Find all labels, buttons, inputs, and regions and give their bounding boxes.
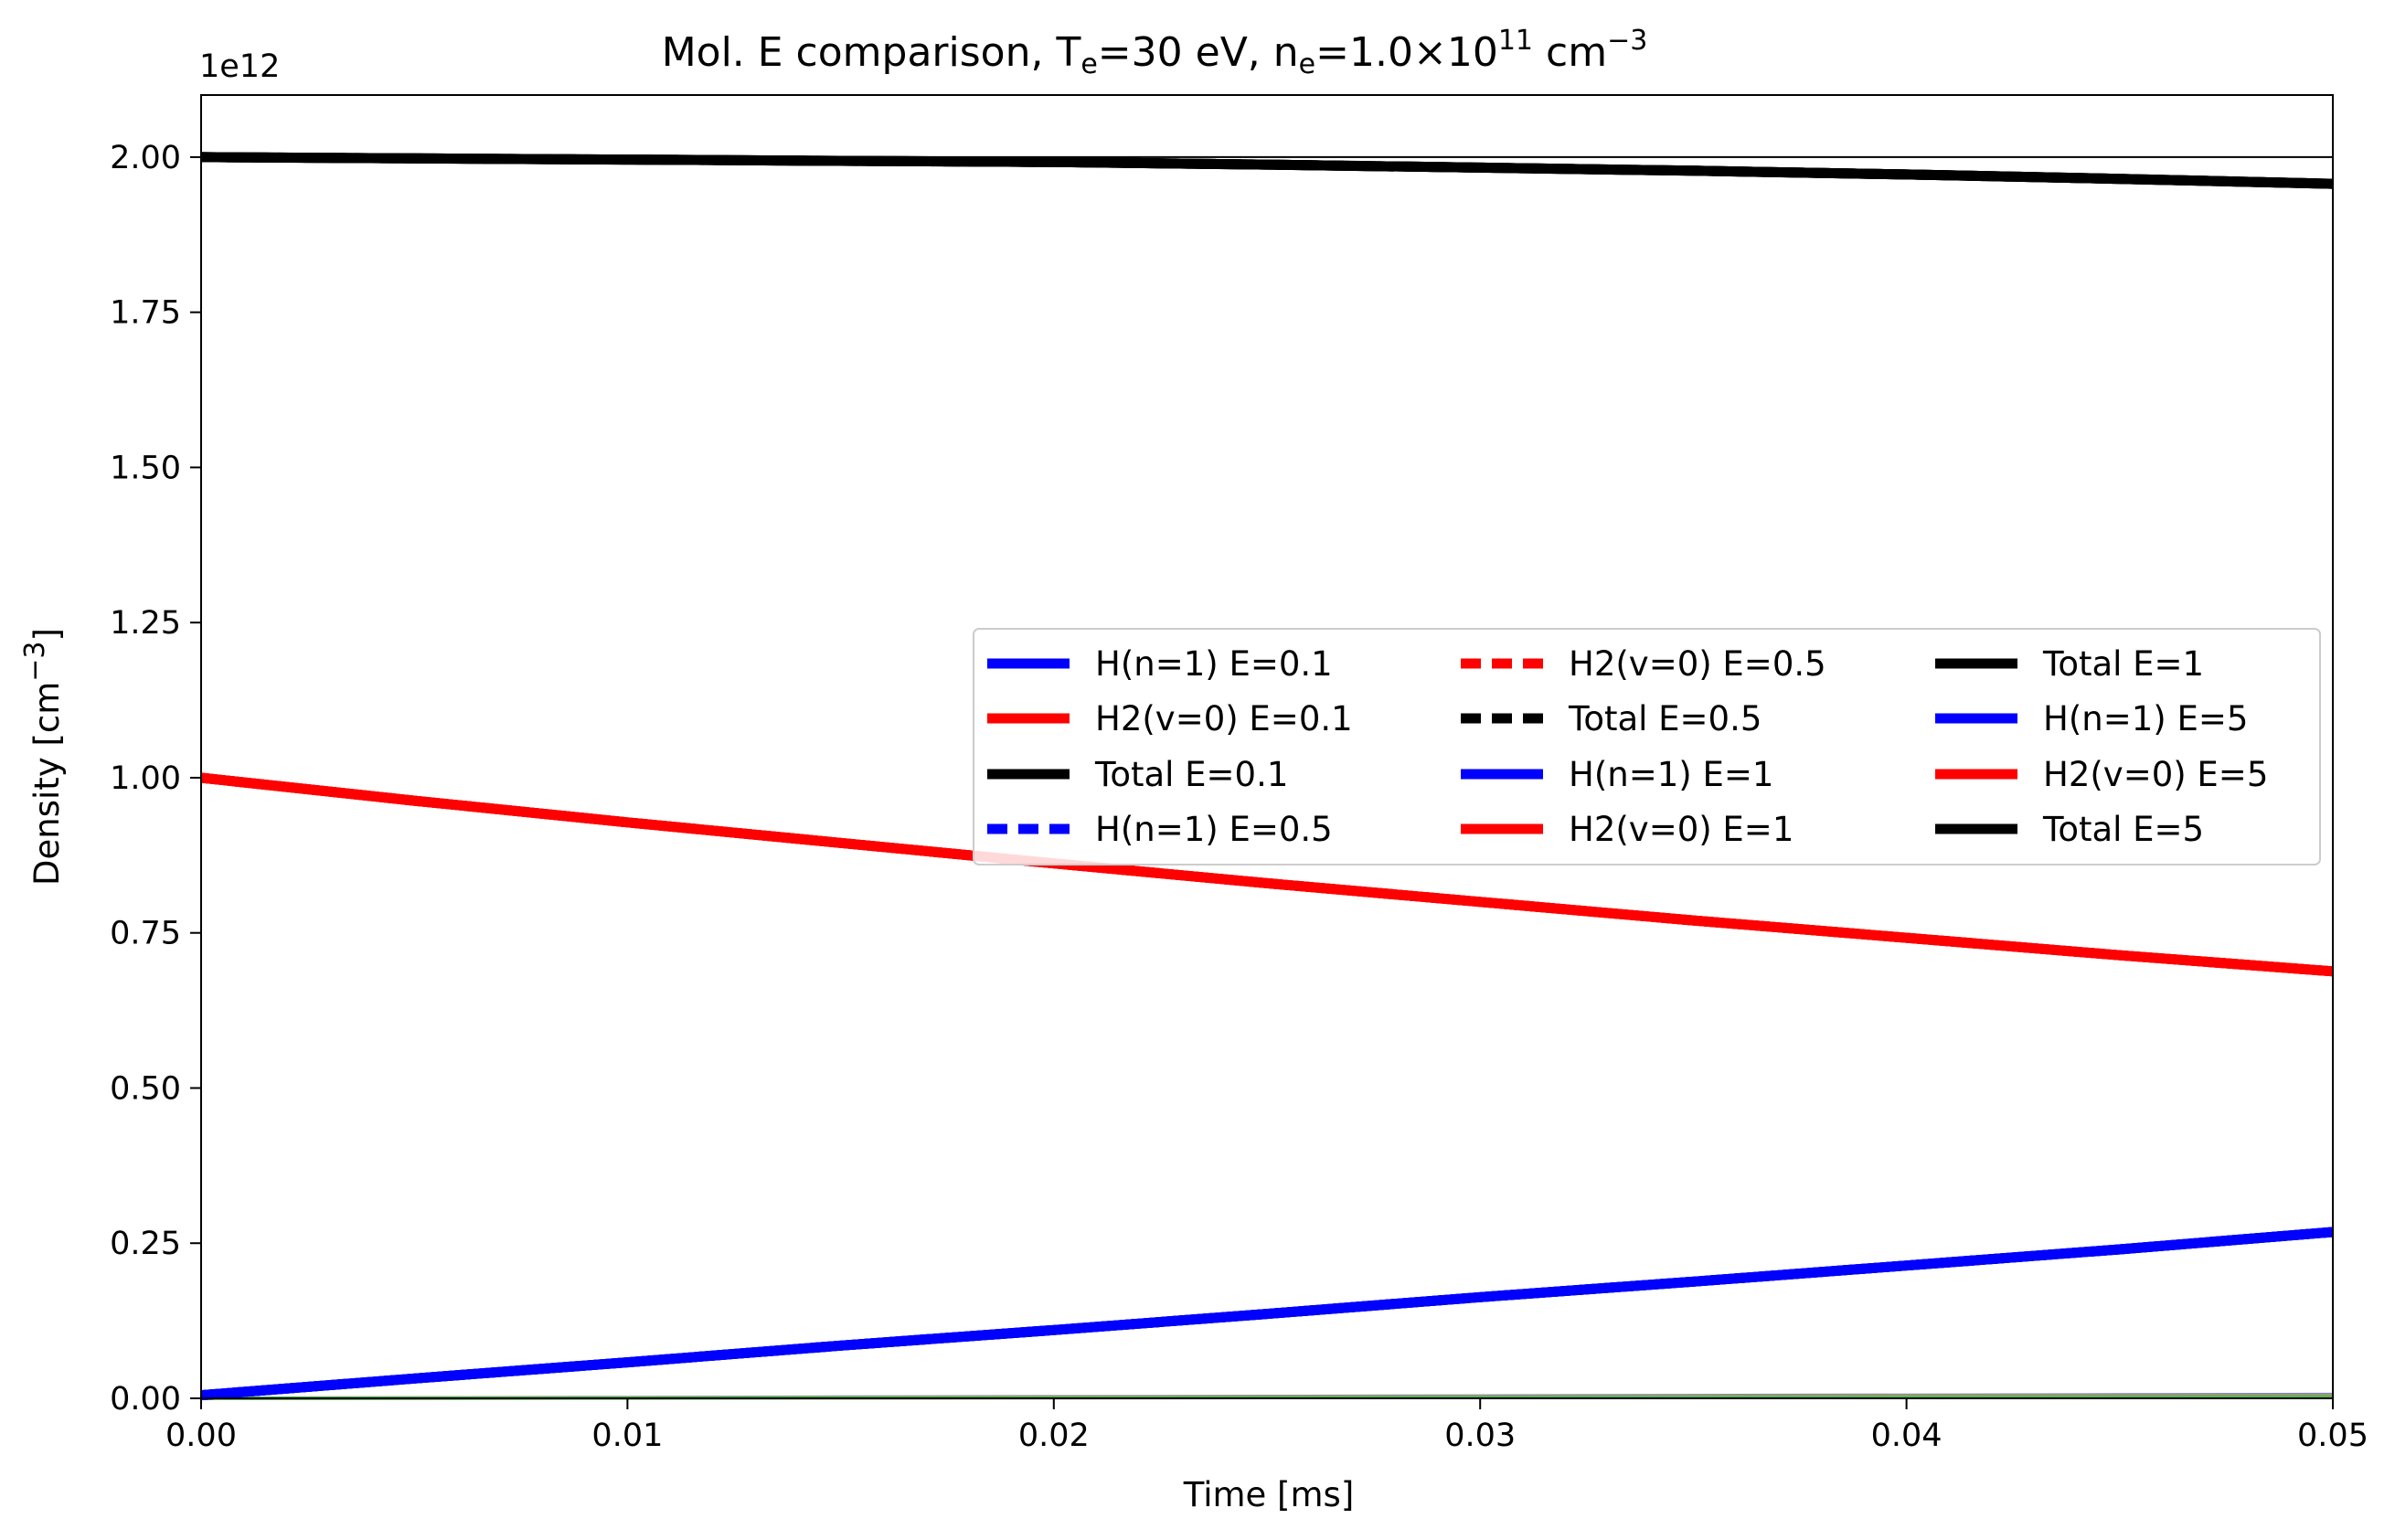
y-tick-label: 1.50 [110, 450, 181, 486]
legend-label: H(n=1) E=5 [2043, 699, 2248, 738]
x-tick-label: 0.01 [591, 1418, 663, 1454]
y-tick-label: 0.50 [110, 1070, 181, 1107]
legend-label: Total E=5 [2042, 810, 2204, 849]
legend-label: Total E=0.1 [1094, 755, 1288, 794]
x-tick-label: 0.03 [1444, 1418, 1516, 1454]
legend-label: H2(v=0) E=1 [1569, 810, 1794, 849]
x-tick-label: 0.05 [2297, 1418, 2368, 1454]
x-tick-label: 0.00 [165, 1418, 237, 1454]
x-tick-label: 0.04 [1871, 1418, 1943, 1454]
legend-label: H2(v=0) E=0.5 [1569, 644, 1826, 684]
legend-label: H(n=1) E=0.1 [1095, 644, 1333, 684]
chart-title: Mol. E comparison, Te=30 eV, ne=1.0×1011… [662, 25, 1648, 80]
x-axis-label: Time [ms] [1183, 1475, 1355, 1514]
legend-label: H(n=1) E=1 [1569, 755, 1773, 794]
x-tick-label: 0.02 [1018, 1418, 1090, 1454]
legend: H(n=1) E=0.1 H2(v=0) E=0.1 Total E=0.1 H(n=… [973, 628, 2321, 866]
y-tick-label: 0.00 [110, 1381, 181, 1418]
y-tick-label: 1.75 [110, 295, 181, 332]
y-ticks: 0.00 0.25 0.50 0.75 1.00 1.25 1.50 1.75 2.00 [110, 140, 201, 1418]
legend-label: H(n=1) E=0.5 [1095, 810, 1333, 849]
plot-frame [200, 94, 2334, 1399]
series-line-11 [200, 152, 2334, 189]
y-tick-label: 1.25 [110, 605, 181, 642]
series-lines [200, 152, 2334, 1401]
legend-label: H2(v=0) E=0.1 [1095, 699, 1353, 738]
legend-label: Total E=0.5 [1568, 699, 1762, 738]
legend-label: H2(v=0) E=5 [2043, 755, 2268, 794]
series-line-9 [200, 1227, 2334, 1401]
y-tick-label: 2.00 [110, 140, 181, 176]
legend-box [973, 628, 2321, 866]
y-tick-label: 0.75 [110, 916, 181, 952]
legend-label: Total E=1 [2042, 644, 2204, 684]
x-ticks: 0.00 0.01 0.02 0.03 0.04 0.05 [165, 1398, 2368, 1454]
y-tick-label: 1.00 [110, 760, 181, 797]
y-axis-label: Density [cm−3] [19, 628, 67, 886]
y-scale-label: 1e12 [199, 48, 280, 85]
y-tick-label: 0.25 [110, 1226, 181, 1262]
series-line-10 [200, 772, 2334, 977]
